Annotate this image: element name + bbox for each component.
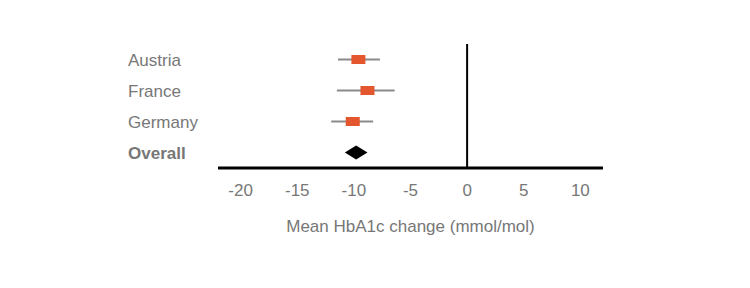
svg-text:5: 5 xyxy=(519,181,528,200)
svg-text:-15: -15 xyxy=(285,181,310,200)
svg-text:-10: -10 xyxy=(342,181,367,200)
svg-text:Mean HbA1c change (mmol/mol): Mean HbA1c change (mmol/mol) xyxy=(286,217,534,236)
svg-text:Overall: Overall xyxy=(128,144,186,163)
svg-text:-20: -20 xyxy=(228,181,253,200)
svg-text:Germany: Germany xyxy=(128,113,198,132)
svg-text:0: 0 xyxy=(462,181,471,200)
svg-text:France: France xyxy=(128,82,181,101)
svg-text:10: 10 xyxy=(571,181,590,200)
svg-text:Austria: Austria xyxy=(128,51,181,70)
svg-text:-5: -5 xyxy=(403,181,418,200)
